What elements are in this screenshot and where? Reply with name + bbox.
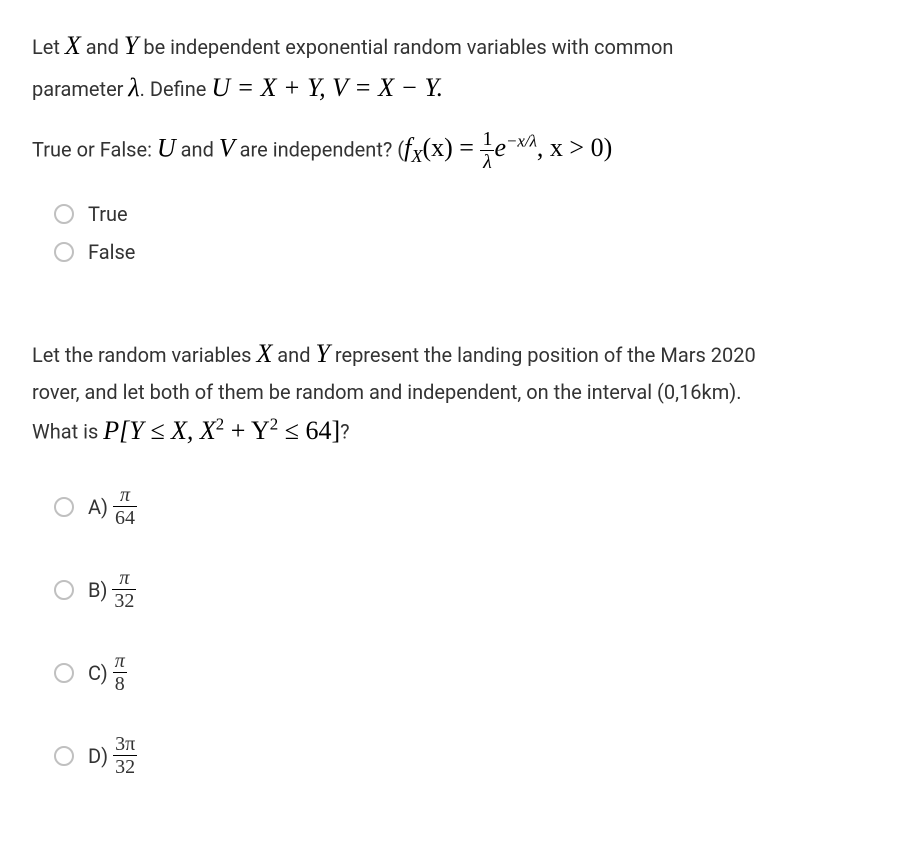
question-2: Let the random variables X and Y represe… (32, 336, 869, 777)
text: rover, and let both of them be random an… (32, 380, 741, 404)
question-1-prompt-line2: parameter λ. Define U = X + Y, V = X − Y… (32, 70, 869, 106)
text: parameter (32, 77, 128, 101)
text: and (81, 35, 124, 59)
math-definition: U = X + Y, V = X − Y. (211, 73, 443, 102)
text: What is (32, 420, 103, 444)
math-Y: Y (315, 339, 329, 368)
fraction-b: π 32 (112, 568, 136, 611)
fraction-d: 3π 32 (113, 734, 137, 777)
math-probability: P[Y ≤ X, X2 + Y2 ≤ 64] (103, 416, 340, 445)
question-1-prompt-line1: Let X and Y be independent exponential r… (32, 28, 869, 64)
text: True or False: (32, 137, 157, 161)
radio-icon (54, 663, 74, 683)
math-Y: Y (124, 31, 138, 60)
question-2-options: A) π 64 B) π 32 C) π 8 D) (32, 485, 869, 777)
radio-icon (54, 746, 74, 766)
math-density: fX(x) = 1λe−x/λ, x > 0) (404, 133, 612, 162)
option-d[interactable]: D) 3π 32 (54, 734, 869, 777)
option-label: True (88, 200, 128, 228)
option-label: A) (88, 493, 108, 521)
text: be independent exponential random variab… (138, 35, 673, 59)
option-false[interactable]: False (54, 238, 869, 266)
radio-icon (54, 204, 74, 224)
text: . Define (140, 77, 212, 101)
radio-icon (54, 242, 74, 262)
text: Let the random variables (32, 343, 256, 367)
option-b[interactable]: B) π 32 (54, 568, 869, 611)
math-U: U (157, 133, 176, 162)
radio-icon (54, 497, 74, 517)
math-X: X (65, 31, 81, 60)
text: and (176, 137, 219, 161)
question-2-prompt-line1: Let the random variables X and Y represe… (32, 336, 869, 372)
math-V: V (219, 133, 235, 162)
text: and (272, 343, 315, 367)
question-2-prompt-line3: What is P[Y ≤ X, X2 + Y2 ≤ 64]? (32, 412, 869, 449)
option-label: False (88, 238, 135, 266)
option-c[interactable]: C) π 8 (54, 651, 869, 694)
fraction-c: π 8 (113, 651, 127, 694)
text: represent the landing position of the Ma… (330, 343, 756, 367)
option-label: B) (88, 576, 107, 604)
fraction-a: π 64 (113, 485, 137, 528)
math-lambda: λ (128, 73, 139, 102)
question-1-options: True False (32, 200, 869, 266)
text: are independent? ( (235, 137, 404, 161)
fraction-1-over-lambda: 1λ (480, 129, 494, 172)
question-1: Let X and Y be independent exponential r… (32, 28, 869, 266)
option-label: C) (88, 659, 108, 687)
text: Let (32, 35, 65, 59)
question-1-truefalse: True or False: U and V are independent? … (32, 129, 869, 172)
option-true[interactable]: True (54, 200, 869, 228)
question-2-prompt-line2: rover, and let both of them be random an… (32, 378, 869, 406)
option-label: D) (88, 742, 108, 770)
option-a[interactable]: A) π 64 (54, 485, 869, 528)
math-X: X (256, 339, 272, 368)
text: ? (340, 420, 349, 444)
radio-icon (54, 580, 74, 600)
